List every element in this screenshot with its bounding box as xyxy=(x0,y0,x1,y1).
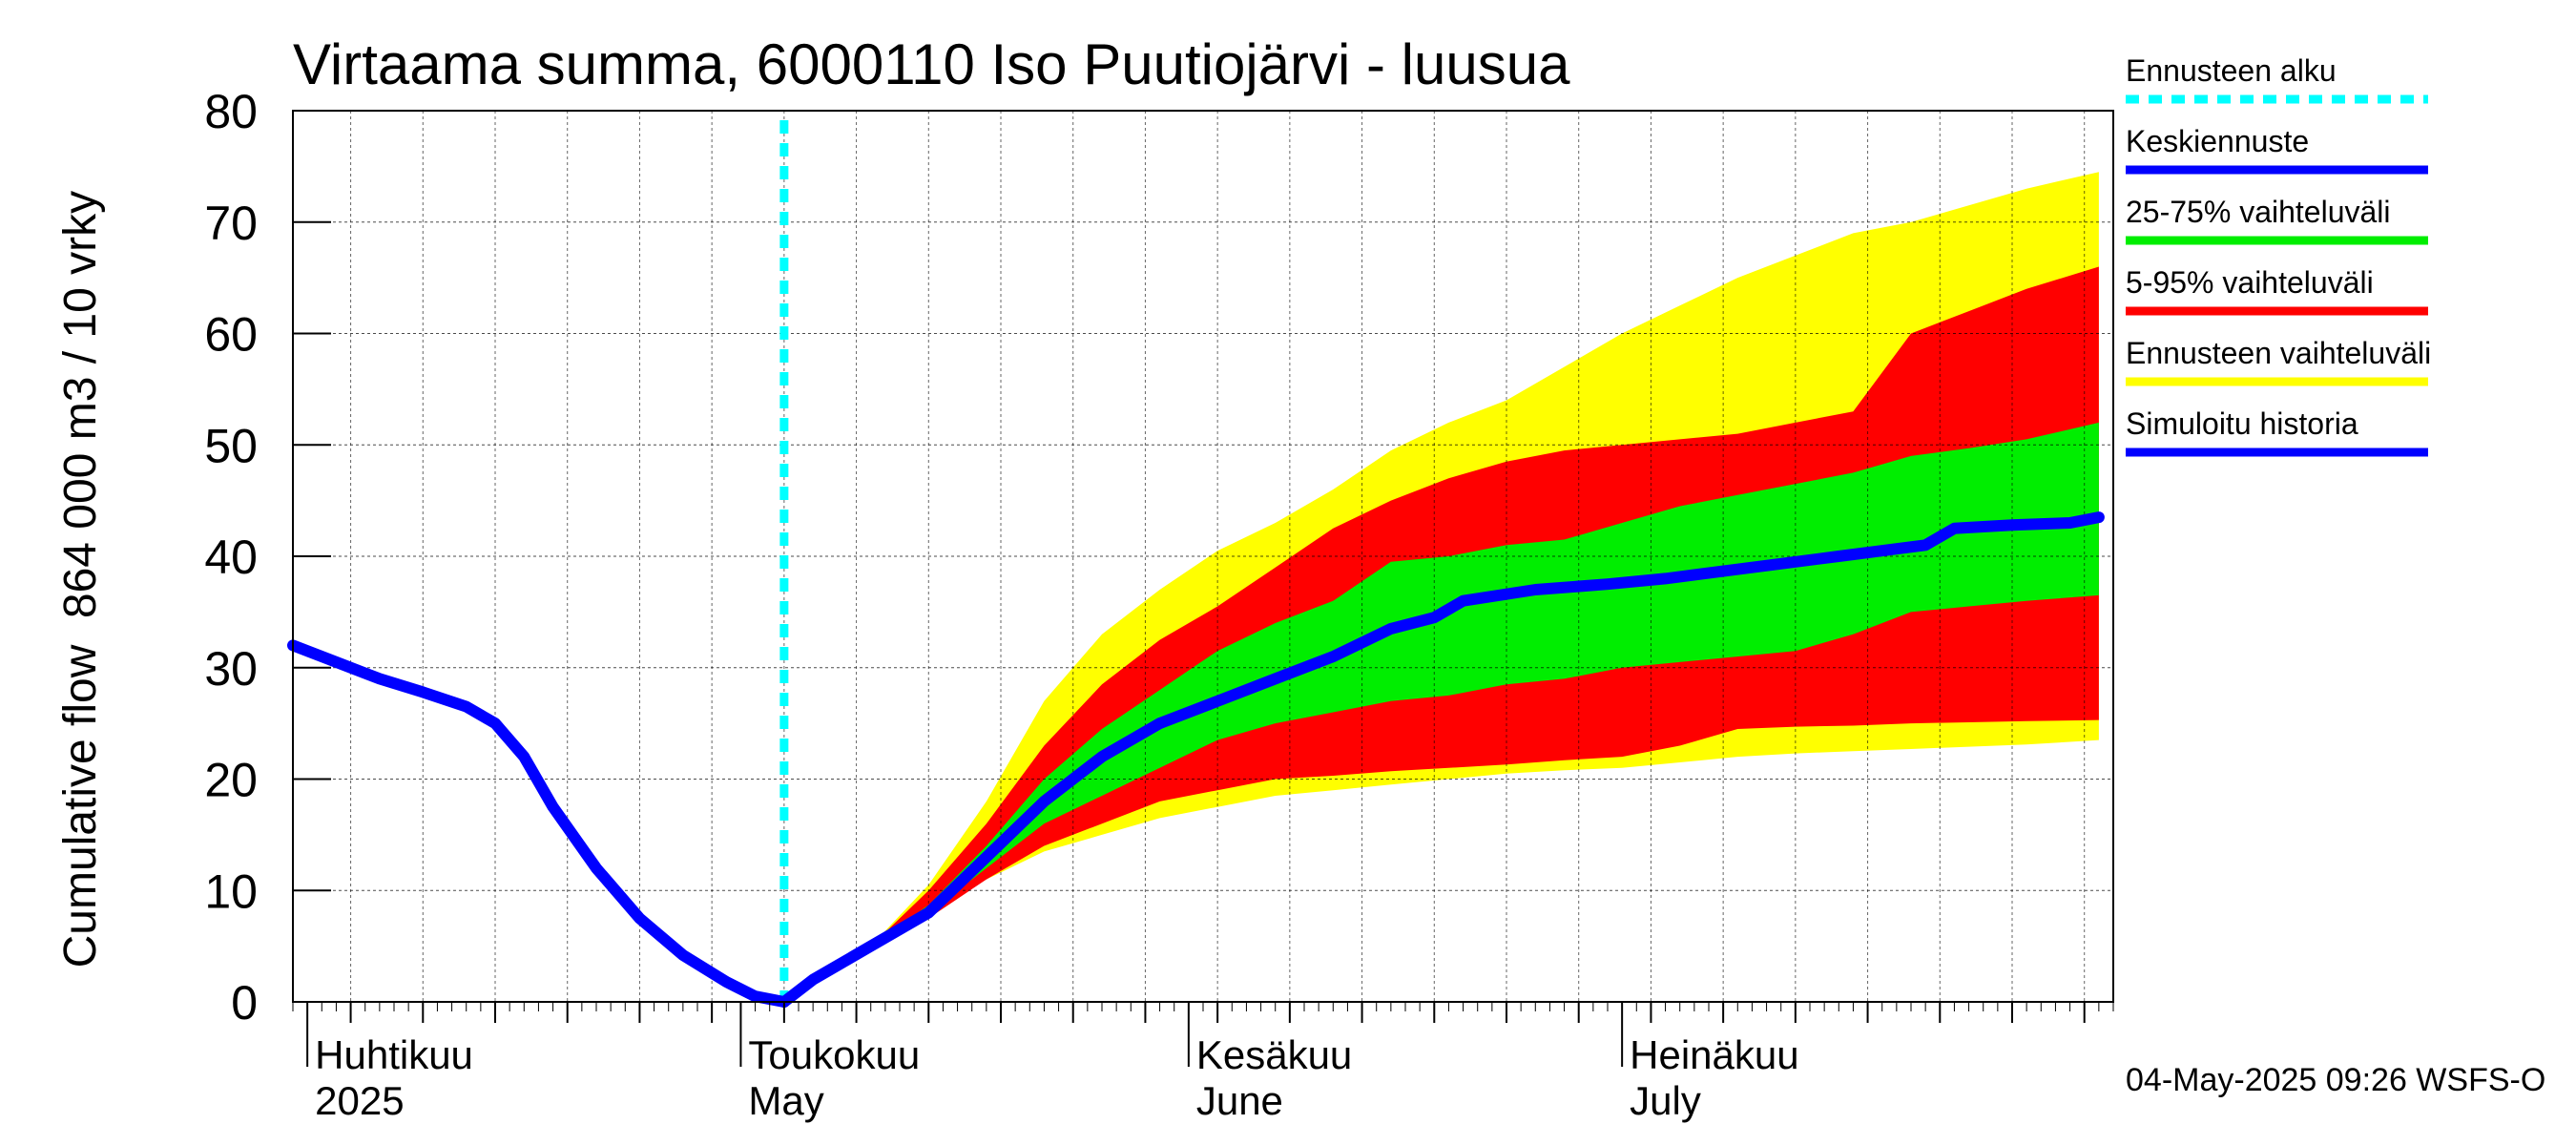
legend-label: 5-95% vaihteluväli xyxy=(2126,265,2374,300)
y-tick-label: 70 xyxy=(204,197,258,250)
x-month-label-en: May xyxy=(748,1078,823,1123)
x-month-label-fi: Kesäkuu xyxy=(1196,1032,1352,1077)
y-axis-label-title: Cumulative flow xyxy=(55,644,106,968)
legend-label: 25-75% vaihteluväli xyxy=(2126,195,2391,229)
legend-label: Simuloitu historia xyxy=(2126,406,2358,441)
x-month-label-en: June xyxy=(1196,1078,1283,1123)
legend-label: Ennusteen alku xyxy=(2126,53,2337,88)
series-lines xyxy=(287,120,2105,1008)
forecast-bands xyxy=(783,172,2099,1002)
series-keskiennuste xyxy=(778,511,2105,1008)
legend-label: Keskiennuste xyxy=(2126,124,2309,158)
y-tick-label: 0 xyxy=(231,976,258,1030)
y-axis-label-units: 864 000 m3 / 10 vrky xyxy=(55,191,106,618)
x-month-label-fi: Heinäkuu xyxy=(1630,1032,1798,1077)
y-tick-label: 20 xyxy=(204,754,258,807)
y-tick-label: 40 xyxy=(204,531,258,584)
x-month-label-en: July xyxy=(1630,1078,1701,1123)
y-tick-label: 10 xyxy=(204,864,258,918)
series-simuloitu-historia xyxy=(287,639,790,1008)
legend-label: Ennusteen vaihteluväli xyxy=(2126,336,2431,370)
footer-timestamp: 04-May-2025 09:26 WSFS-O xyxy=(2126,1062,2545,1098)
y-tick-label: 30 xyxy=(204,642,258,696)
y-tick-label: 60 xyxy=(204,308,258,362)
x-month-label-fi: Toukokuu xyxy=(748,1032,920,1077)
x-month-label-fi: Huhtikuu xyxy=(315,1032,473,1077)
y-tick-label: 80 xyxy=(204,85,258,138)
x-month-label-en: 2025 xyxy=(315,1078,404,1123)
chart-title: Virtaama summa, 6000110 Iso Puutiojärvi … xyxy=(293,32,1570,96)
y-tick-label: 50 xyxy=(204,419,258,472)
legend: Ennusteen alku Keskiennuste 25-75% vaihtel… xyxy=(2126,53,2431,457)
